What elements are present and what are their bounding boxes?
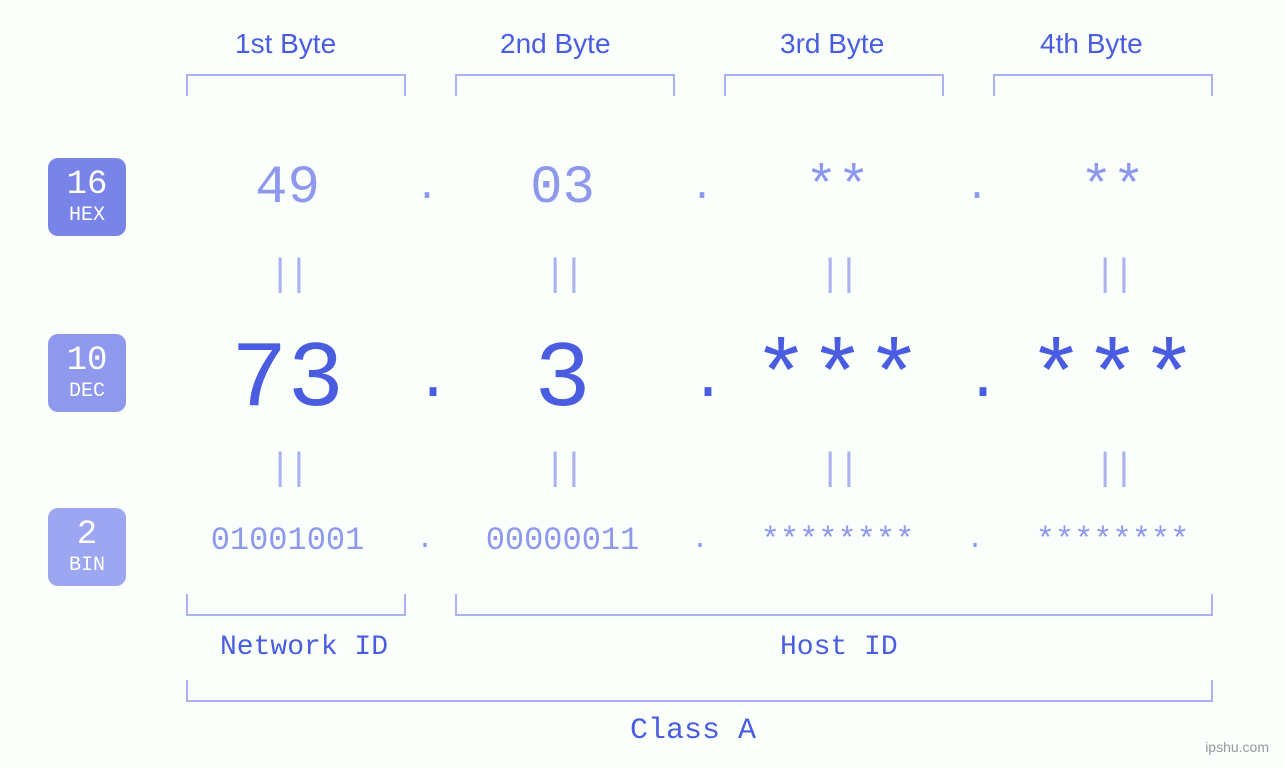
dot: .: [690, 525, 710, 556]
top-bracket-1: [186, 74, 406, 96]
bin-byte-2: 00000011: [435, 522, 690, 559]
equals-row-2: || || || ||: [160, 448, 1240, 491]
dot: .: [415, 347, 435, 415]
byte-header-3: 3rd Byte: [780, 28, 884, 60]
base-label-bin: BIN: [69, 554, 105, 577]
dot: .: [965, 166, 985, 211]
hex-byte-2: 03: [435, 158, 690, 219]
dot: .: [690, 347, 710, 415]
host-id-label: Host ID: [780, 632, 898, 663]
hex-byte-4: **: [985, 158, 1240, 219]
byte-header-1: 1st Byte: [235, 28, 336, 60]
base-num-hex: 16: [67, 168, 108, 202]
base-badge-hex: 16 HEX: [48, 158, 126, 236]
base-num-bin: 2: [77, 518, 97, 552]
network-id-label: Network ID: [220, 632, 388, 663]
class-bracket: [186, 680, 1213, 702]
base-badge-bin: 2 BIN: [48, 508, 126, 586]
dot: .: [415, 525, 435, 556]
class-label: Class A: [630, 714, 756, 748]
dot: .: [415, 166, 435, 211]
attribution: ipshu.com: [1205, 739, 1269, 755]
equals-icon: ||: [160, 254, 415, 297]
bin-byte-3: ********: [710, 522, 965, 559]
host-bracket: [455, 594, 1213, 616]
dec-byte-3: ***: [710, 328, 965, 434]
base-badge-dec: 10 DEC: [48, 334, 126, 412]
equals-icon: ||: [985, 254, 1240, 297]
base-label-hex: HEX: [69, 204, 105, 227]
ip-diagram: 1st Byte 2nd Byte 3rd Byte 4th Byte 16 H…: [0, 0, 1285, 767]
equals-icon: ||: [435, 448, 690, 491]
dot: .: [690, 166, 710, 211]
dec-byte-2: 3: [435, 328, 690, 434]
bin-byte-4: ********: [985, 522, 1240, 559]
dot: .: [965, 525, 985, 556]
equals-icon: ||: [985, 448, 1240, 491]
network-bracket: [186, 594, 406, 616]
equals-icon: ||: [710, 448, 965, 491]
dec-byte-4: ***: [985, 328, 1240, 434]
dec-byte-1: 73: [160, 328, 415, 434]
equals-icon: ||: [160, 448, 415, 491]
bin-row: 01001001 . 00000011 . ******** . *******…: [160, 522, 1240, 559]
equals-icon: ||: [435, 254, 690, 297]
equals-row-1: || || || ||: [160, 254, 1240, 297]
equals-icon: ||: [710, 254, 965, 297]
top-bracket-4: [993, 74, 1213, 96]
hex-byte-1: 49: [160, 158, 415, 219]
bin-byte-1: 01001001: [160, 522, 415, 559]
byte-header-4: 4th Byte: [1040, 28, 1143, 60]
hex-row: 49 . 03 . ** . **: [160, 158, 1240, 219]
hex-byte-3: **: [710, 158, 965, 219]
dec-row: 73 . 3 . *** . ***: [160, 328, 1240, 434]
top-bracket-3: [724, 74, 944, 96]
top-bracket-2: [455, 74, 675, 96]
base-label-dec: DEC: [69, 380, 105, 403]
byte-header-2: 2nd Byte: [500, 28, 611, 60]
base-num-dec: 10: [67, 344, 108, 378]
dot: .: [965, 347, 985, 415]
